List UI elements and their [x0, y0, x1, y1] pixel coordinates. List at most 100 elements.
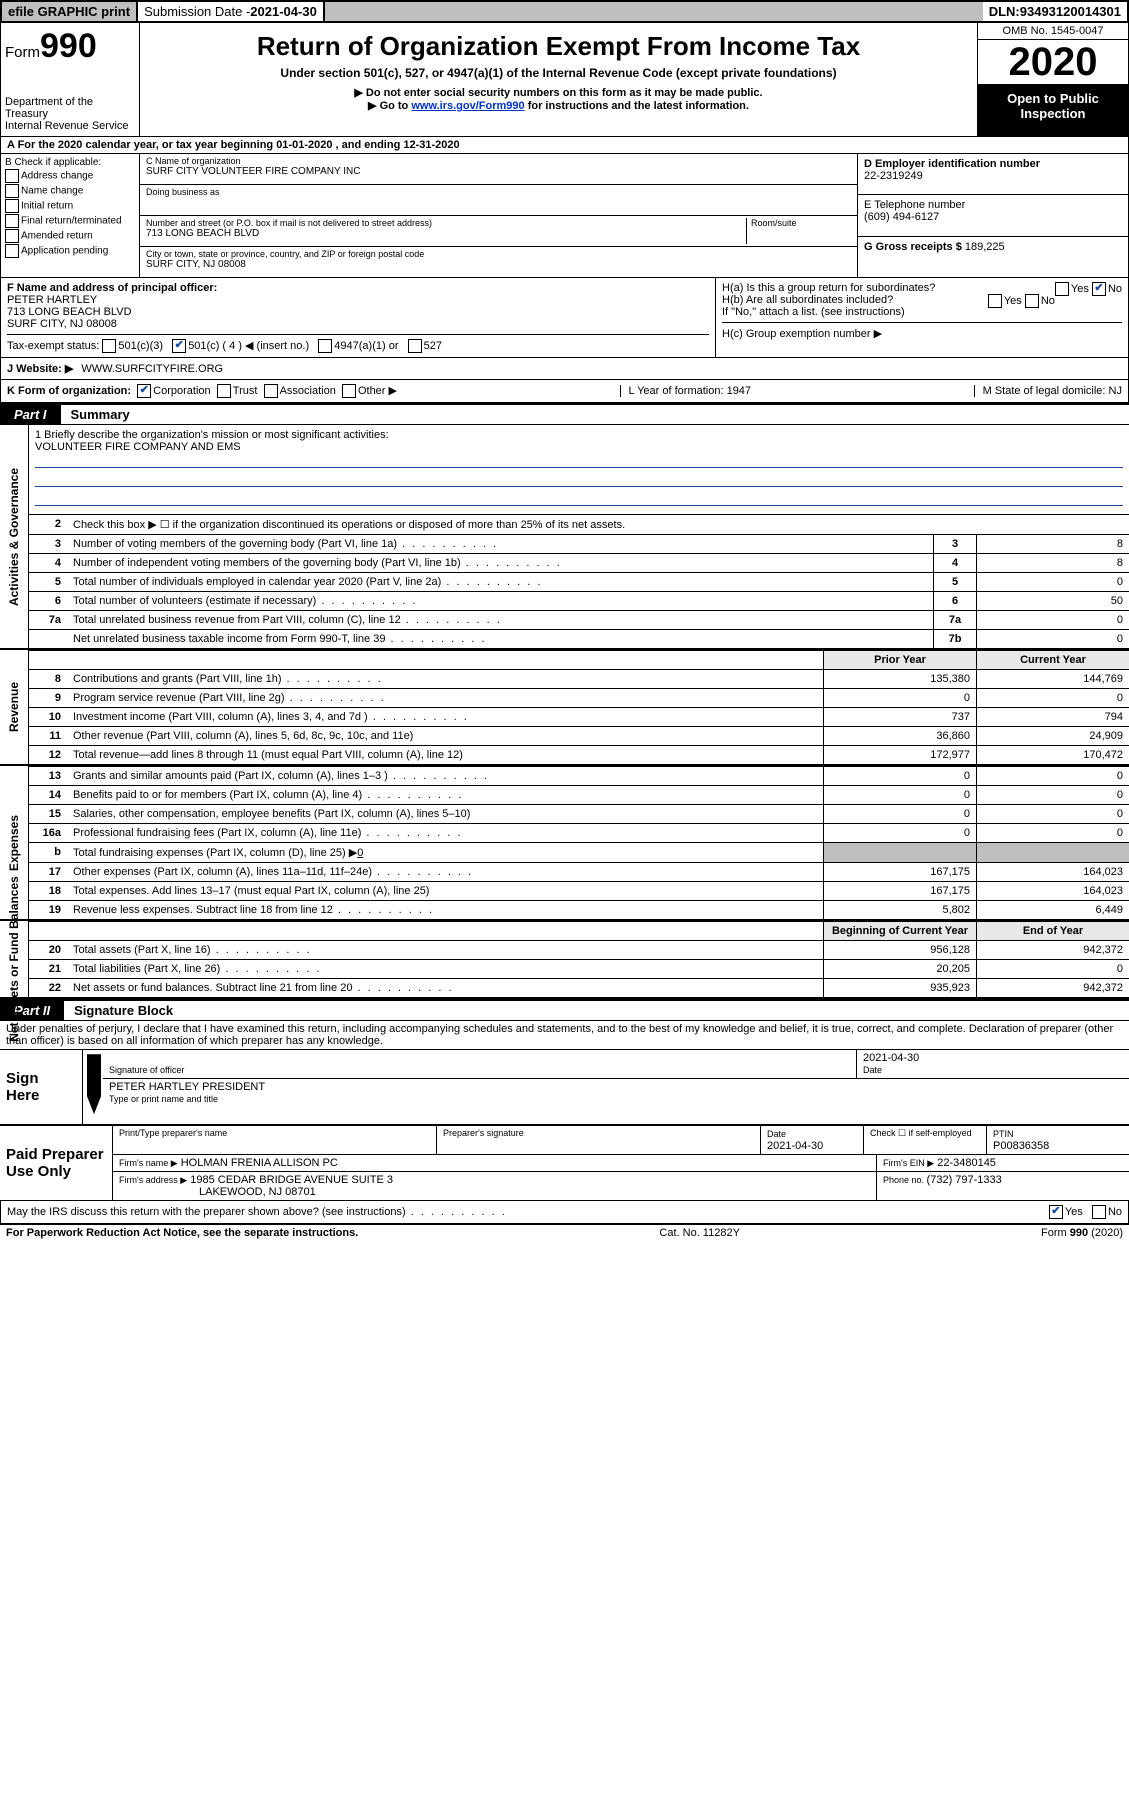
mission-label: 1 Briefly describe the organization's mi… [35, 429, 1123, 441]
goto-pre: ▶ Go to [368, 100, 411, 112]
col-deg: D Employer identification number 22-2319… [857, 154, 1128, 277]
prep-name-col: Print/Type preparer's name [113, 1126, 437, 1154]
f-label: F Name and address of principal officer: [7, 282, 217, 294]
cb-trust[interactable] [217, 384, 231, 398]
part2-header: Part II Signature Block [0, 999, 1129, 1021]
cb-527[interactable] [408, 339, 422, 353]
cb-501c[interactable]: ✔ [172, 339, 186, 353]
mission-block: 1 Briefly describe the organization's mi… [29, 425, 1129, 514]
side-governance: Activities & Governance [0, 425, 29, 648]
header-mid: Return of Organization Exempt From Incom… [140, 23, 977, 136]
c11: 24,909 [977, 727, 1129, 746]
p15: 0 [824, 805, 977, 824]
line-11: Other revenue (Part VIII, column (A), li… [67, 727, 824, 746]
cb-address-change[interactable]: Address change [5, 169, 135, 183]
discuss-no[interactable] [1092, 1205, 1106, 1219]
paid-preparer-block: Paid Preparer Use Only Print/Type prepar… [0, 1125, 1129, 1201]
sign-here-block: Sign Here Signature of officer 2021-04-3… [0, 1049, 1129, 1125]
open-inspection: Open to Public Inspection [978, 85, 1128, 136]
perjury-text: Under penalties of perjury, I declare th… [0, 1021, 1129, 1049]
cb-initial-return[interactable]: Initial return [5, 199, 135, 213]
c-street-value: 713 LONG BEACH BLVD [146, 228, 746, 239]
firm-ein: Firm's EIN ▶ 22-3480145 [877, 1155, 1129, 1171]
cb-final-return[interactable]: Final return/terminated [5, 214, 135, 228]
line-16a: Professional fundraising fees (Part IX, … [67, 824, 824, 843]
p8: 135,380 [824, 670, 977, 689]
line-20: Total assets (Part X, line 16) [67, 941, 824, 960]
p9: 0 [824, 689, 977, 708]
irs-link[interactable]: www.irs.gov/Form990 [411, 100, 524, 112]
line-16b: Total fundraising expenses (Part IX, col… [67, 843, 824, 863]
c16a: 0 [977, 824, 1129, 843]
firm-phone: Phone no. (732) 797-1333 [877, 1172, 1129, 1200]
c-dba-label: Doing business as [146, 187, 851, 197]
cb-corp[interactable]: ✔ [137, 384, 151, 398]
p16a: 0 [824, 824, 977, 843]
c9: 0 [977, 689, 1129, 708]
dln: DLN: 93493120014301 [983, 2, 1127, 21]
form-number: Form990 [5, 27, 135, 66]
c-city-label: City or town, state or province, country… [146, 249, 851, 259]
row-j-website: J Website: ▶ WWW.SURFCITYFIRE.ORG [0, 358, 1129, 380]
section-revenue: Revenue Prior YearCurrent Year 8Contribu… [0, 650, 1129, 766]
p18: 167,175 [824, 882, 977, 901]
c-city: City or town, state or province, country… [140, 247, 857, 277]
c17: 164,023 [977, 863, 1129, 882]
h-note: If "No," attach a list. (see instruction… [722, 306, 1122, 318]
val-5: 0 [977, 573, 1129, 592]
officer-name: PETER HARTLEY PRESIDENTType or print nam… [103, 1079, 1129, 1107]
hdr-current: Current Year [977, 651, 1129, 670]
line-5: Total number of individuals employed in … [67, 573, 934, 592]
efile-print-button[interactable]: efile GRAPHIC print [2, 2, 138, 21]
prep-sig-col: Preparer's signature [437, 1126, 761, 1154]
cb-4947[interactable] [318, 339, 332, 353]
form-title: Return of Organization Exempt From Incom… [150, 31, 967, 62]
hb-yes[interactable] [988, 294, 1002, 308]
part1-tab: Part I [0, 405, 61, 424]
tax-status-label: Tax-exempt status: [7, 340, 99, 352]
line-6: Total number of volunteers (estimate if … [67, 592, 934, 611]
ha-no[interactable]: ✔ [1092, 282, 1106, 296]
g-value: 189,225 [965, 241, 1005, 253]
prep-self-emp[interactable]: Check ☐ if self-employed [864, 1126, 987, 1154]
c8: 144,769 [977, 670, 1129, 689]
prep-date: Date2021-04-30 [761, 1126, 864, 1154]
p12: 172,977 [824, 746, 977, 765]
discuss-yes[interactable]: ✔ [1049, 1205, 1063, 1219]
line-7b: Net unrelated business taxable income fr… [67, 630, 934, 649]
line-8: Contributions and grants (Part VIII, lin… [67, 670, 824, 689]
discuss-row: May the IRS discuss this return with the… [0, 1201, 1129, 1224]
submission-value: 2021-04-30 [250, 4, 317, 19]
g-gross: G Gross receipts $ 189,225 [858, 237, 1128, 277]
c13: 0 [977, 767, 1129, 786]
cb-501c3[interactable] [102, 339, 116, 353]
k-label: K Form of organization: [7, 385, 131, 397]
f-addr2: SURF CITY, NJ 08008 [7, 318, 117, 330]
c22: 942,372 [977, 979, 1129, 998]
prep-ptin: PTINP00836358 [987, 1126, 1129, 1154]
f-name: PETER HARTLEY [7, 294, 97, 306]
cb-assoc[interactable] [264, 384, 278, 398]
h-c: H(c) Group exemption number ▶ [722, 322, 1122, 340]
c-name-value: SURF CITY VOLUNTEER FIRE COMPANY INC [146, 166, 851, 177]
ha-yes[interactable] [1055, 282, 1069, 296]
line-9: Program service revenue (Part VIII, line… [67, 689, 824, 708]
hb-no[interactable] [1025, 294, 1039, 308]
officer-signature[interactable]: Signature of officer [103, 1050, 857, 1078]
f-officer: F Name and address of principal officer:… [7, 282, 709, 330]
part1-title: Summary [61, 407, 130, 422]
firm-name: Firm's name ▶ HOLMAN FRENIA ALLISON PC [113, 1155, 877, 1171]
row-k: K Form of organization: ✔Corporation Tru… [0, 380, 1129, 403]
part1-header: Part I Summary [0, 403, 1129, 425]
val-7a: 0 [977, 611, 1129, 630]
line-22: Net assets or fund balances. Subtract li… [67, 979, 824, 998]
cb-amended-return[interactable]: Amended return [5, 229, 135, 243]
row-a-tax-year: A For the 2020 calendar year, or tax yea… [0, 137, 1129, 154]
cb-name-change[interactable]: Name change [5, 184, 135, 198]
sign-here-label: Sign Here [0, 1050, 83, 1124]
cb-application-pending[interactable]: Application pending [5, 244, 135, 258]
col-b-checkboxes: B Check if applicable: Address change Na… [1, 154, 140, 277]
d-ein: D Employer identification number 22-2319… [858, 154, 1128, 195]
j-label: J Website: ▶ [7, 362, 73, 375]
cb-other[interactable] [342, 384, 356, 398]
